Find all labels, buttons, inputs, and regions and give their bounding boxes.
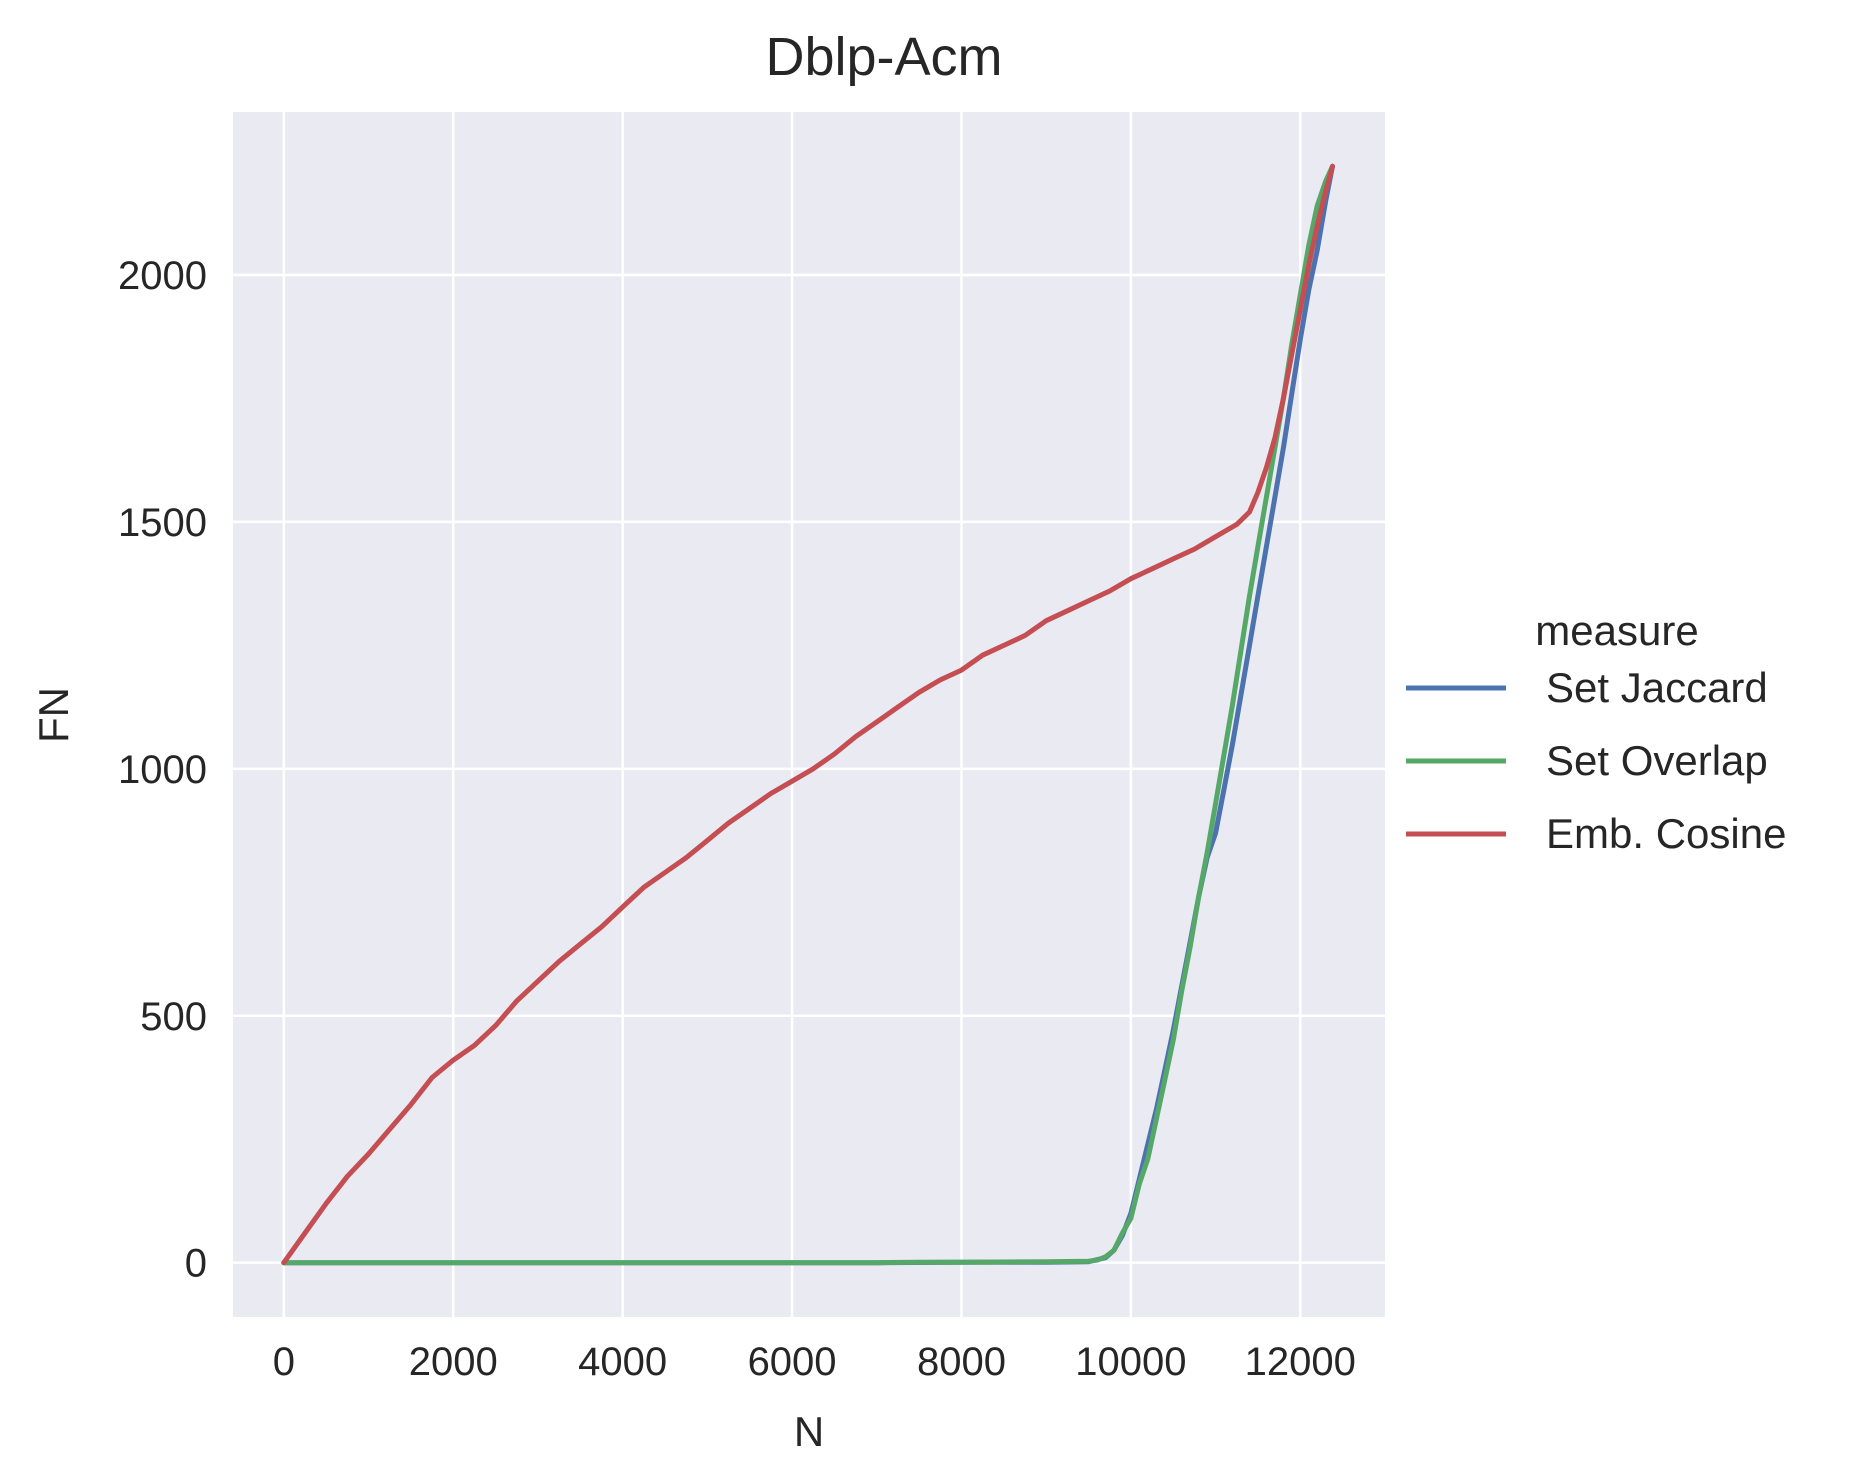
y-tick-label: 2000 — [118, 254, 207, 298]
y-tick-label: 0 — [185, 1242, 207, 1286]
y-tick-label: 1500 — [118, 501, 207, 545]
x-axis-label: N — [794, 1408, 824, 1455]
legend: measure Set Jaccard Set Overlap Emb. Cosin… — [1406, 607, 1786, 857]
gridlines — [233, 112, 1385, 1317]
x-tick-label: 2000 — [409, 1340, 498, 1384]
legend-title: measure — [1535, 607, 1698, 654]
y-axis-label: FN — [30, 687, 77, 743]
plot-area — [233, 112, 1385, 1317]
y-tick-label: 500 — [140, 995, 207, 1039]
legend-label: Emb. Cosine — [1546, 810, 1786, 857]
x-tick-label: 8000 — [917, 1340, 1006, 1384]
x-tick-labels: 0 2000 4000 6000 8000 10000 12000 — [273, 1340, 1356, 1384]
x-tick-label: 0 — [273, 1340, 295, 1384]
legend-label: Set Jaccard — [1546, 664, 1768, 711]
y-tick-labels: 0 500 1000 1500 2000 — [118, 254, 207, 1286]
chart-title: Dblp-Acm — [765, 27, 1002, 87]
x-tick-label: 10000 — [1075, 1340, 1186, 1384]
y-tick-label: 1000 — [118, 748, 207, 792]
x-tick-label: 6000 — [748, 1340, 837, 1384]
x-tick-label: 4000 — [578, 1340, 667, 1384]
x-tick-label: 12000 — [1245, 1340, 1356, 1384]
legend-label: Set Overlap — [1546, 737, 1768, 784]
series-line-emb-cosine — [281, 163, 1335, 1266]
series-layer — [281, 163, 1335, 1266]
